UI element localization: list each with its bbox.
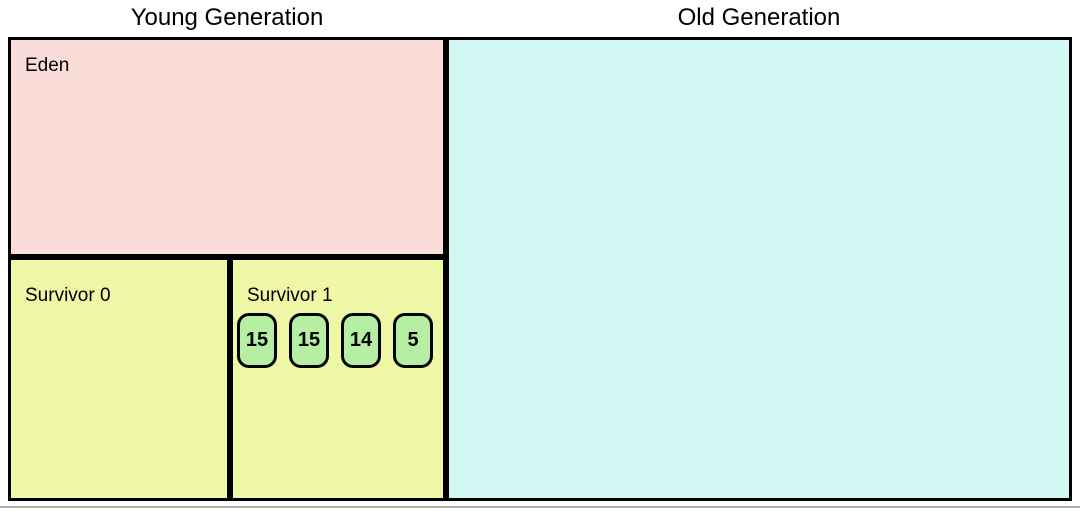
window-bottom-divider xyxy=(0,506,1080,508)
object-age-chip-row: 15 15 14 5 xyxy=(237,313,433,368)
eden-label: Eden xyxy=(25,55,70,76)
survivor-0-region: Survivor 0 xyxy=(8,257,230,501)
survivor-1-region: Survivor 1 15 15 14 5 xyxy=(230,257,446,501)
object-age-box: 14 xyxy=(341,313,381,368)
object-age-box: 5 xyxy=(393,313,433,368)
survivor-0-label: Survivor 0 xyxy=(25,285,111,306)
survivor-1-label: Survivor 1 xyxy=(247,285,333,306)
old-generation-title: Old Generation xyxy=(677,4,841,31)
object-age-box: 15 xyxy=(289,313,329,368)
eden-region: Eden xyxy=(8,37,446,257)
young-generation-title: Young Generation xyxy=(130,4,324,31)
old-generation-region xyxy=(446,37,1072,501)
object-age-box: 15 xyxy=(237,313,277,368)
